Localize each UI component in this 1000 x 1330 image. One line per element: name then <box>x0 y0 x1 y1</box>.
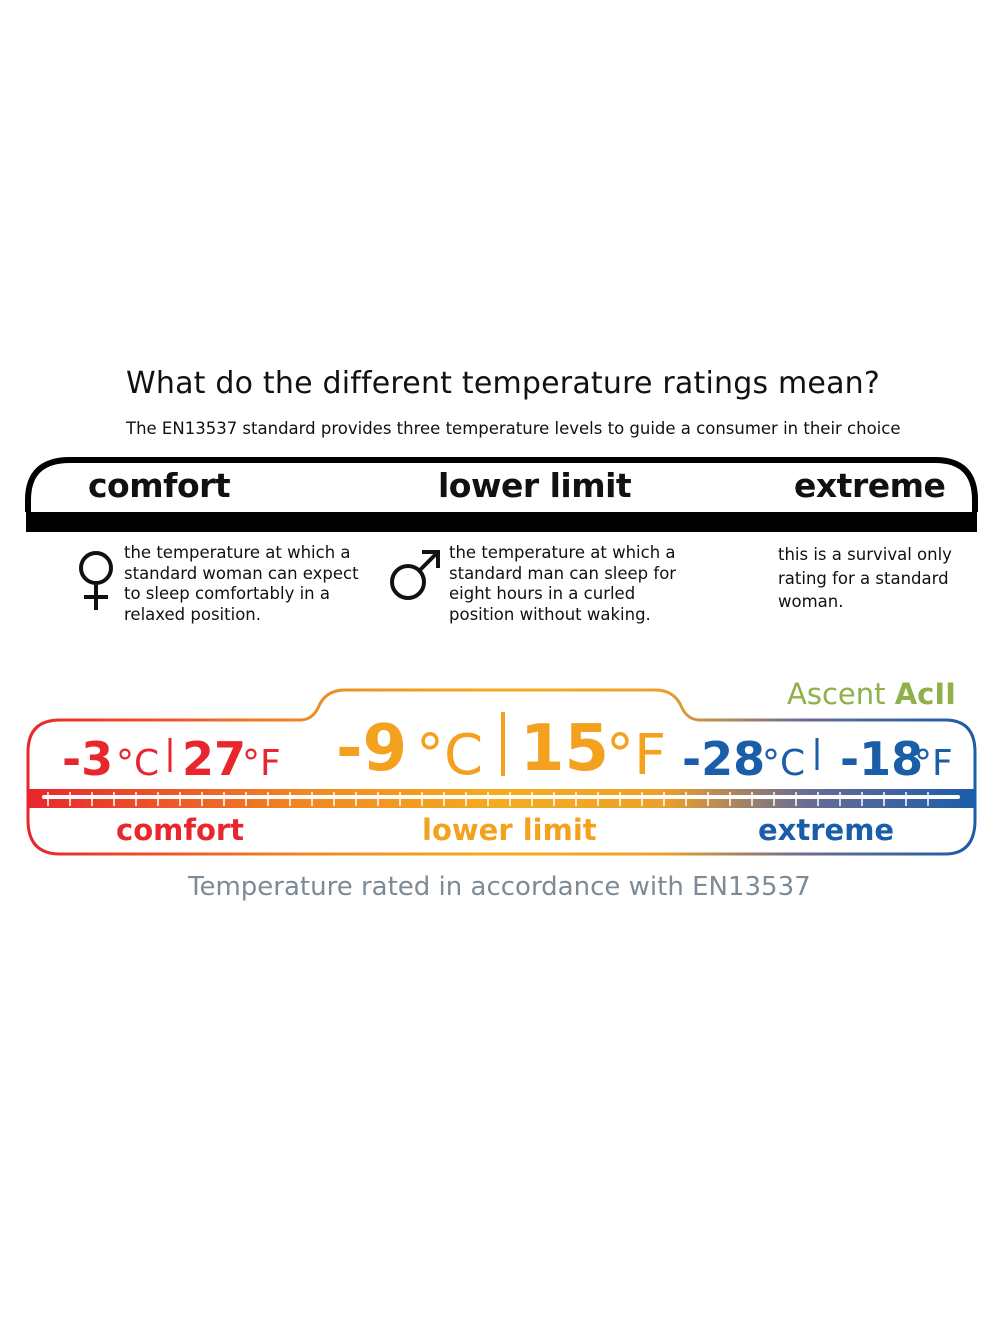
header-lower-limit: lower limit <box>438 466 632 505</box>
comfort-fahrenheit: 27 <box>182 732 246 786</box>
header-comfort: comfort <box>88 466 231 505</box>
desc-line: to sleep comfortably in a <box>124 584 330 603</box>
comfort-celsius-unit: °C <box>116 743 159 784</box>
comfort-celsius: -3 <box>62 732 113 786</box>
extreme-celsius-unit: °C <box>762 743 805 784</box>
female-symbol-icon <box>79 551 113 610</box>
page-subtitle: The EN13537 standard provides three temp… <box>126 419 901 438</box>
footer-note: Temperature rated in accordance with EN1… <box>188 872 811 902</box>
comfort-label: comfort <box>116 813 244 847</box>
desc-line: rating for a standard <box>778 568 949 588</box>
desc-line: relaxed position. <box>124 604 261 624</box>
page-title: What do the different temperature rating… <box>126 366 881 401</box>
lower-limit-celsius-unit: °C <box>416 723 483 788</box>
lower-limit-fahrenheit-unit: °F <box>606 723 666 788</box>
comfort-fahrenheit-unit: °F <box>242 743 281 784</box>
header-extreme: extreme <box>794 466 946 505</box>
lower-limit-description: the temperature at which a standard man … <box>449 543 676 625</box>
extreme-description: this is a survival only rating for a sta… <box>778 543 952 614</box>
desc-line: position without waking. <box>449 604 651 624</box>
temperature-rating-badge: Ascent AcII -3 °C 27 °F -9 °C 15 °F -28 … <box>26 677 977 856</box>
brand-logo: Ascent AcII <box>787 677 956 711</box>
desc-line: the temperature at which a <box>449 543 676 562</box>
extreme-fahrenheit-unit: °F <box>914 743 953 784</box>
desc-line: eight hours in a curled <box>449 584 636 603</box>
lower-limit-label: lower limit <box>422 813 597 847</box>
lower-limit-celsius: -9 <box>336 712 407 786</box>
extreme-fahrenheit: -18 <box>840 732 923 786</box>
levels-header-frame <box>25 457 978 532</box>
desc-line: the temperature at which a <box>124 543 351 562</box>
male-symbol-icon <box>390 550 440 600</box>
comfort-description: the temperature at which a standard woma… <box>124 543 359 625</box>
desc-line: this is a survival only <box>778 545 952 564</box>
scale-ticks <box>47 792 929 806</box>
desc-line: woman. <box>778 592 844 611</box>
desc-line: standard man can sleep for <box>449 563 677 583</box>
extreme-label: extreme <box>758 813 894 847</box>
lower-limit-fahrenheit: 15 <box>520 712 609 786</box>
extreme-celsius: -28 <box>682 732 765 786</box>
desc-line: standard woman can expect <box>124 563 359 583</box>
